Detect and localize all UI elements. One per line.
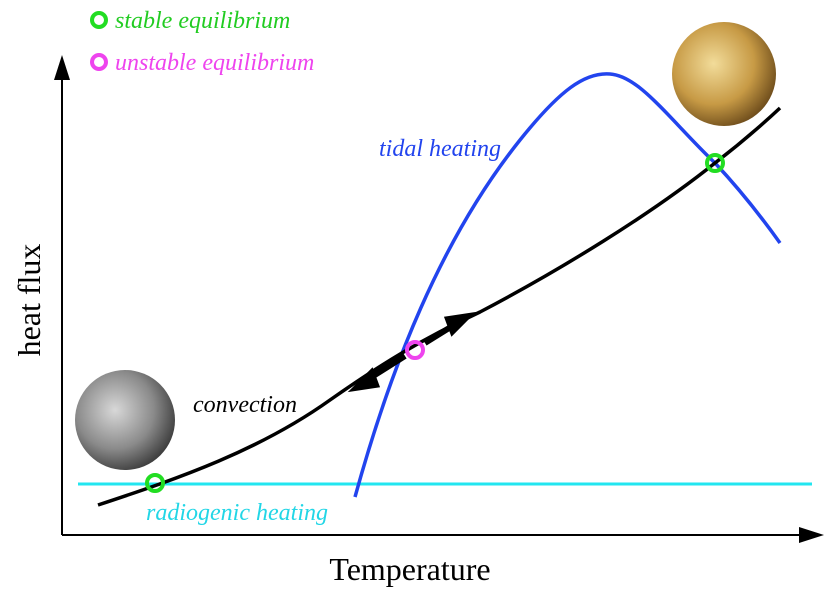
y-arrow (54, 55, 70, 80)
legend-unstable: unstable equilibrium (115, 50, 314, 76)
legend-unstable-marker (92, 55, 106, 69)
convection-curve (98, 108, 780, 505)
legend-stable: stable equilibrium (115, 8, 290, 34)
arrowhead-up (446, 314, 472, 334)
radiogenic-label: radiogenic heating (146, 500, 328, 526)
y-axis-label: heat flux (11, 244, 47, 357)
legend-stable-marker (92, 13, 106, 27)
diagram: stable equilibrium unstable equilibrium … (0, 0, 824, 594)
io-image (672, 22, 776, 126)
arrowhead-down (352, 370, 378, 390)
page: {"legend": {"stable": "stable equilibriu… (0, 0, 824, 594)
convection-label: convection (193, 392, 297, 418)
tidal-label: tidal heating (379, 136, 501, 162)
x-axis-label: Temperature (329, 551, 490, 587)
moon-image (75, 370, 175, 470)
x-arrow (799, 527, 824, 543)
